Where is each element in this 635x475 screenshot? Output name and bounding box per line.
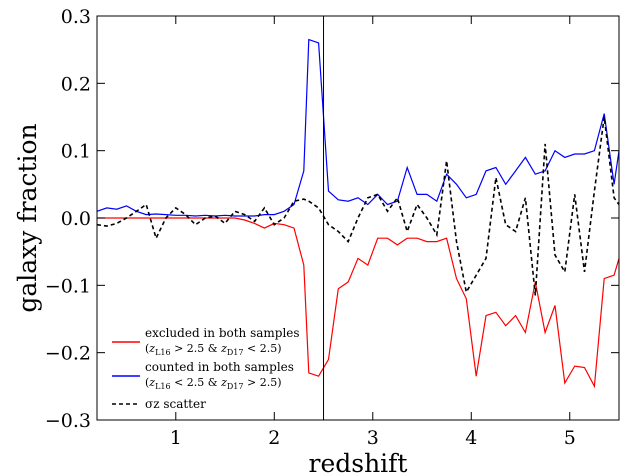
x-tick-label: 3 (367, 427, 379, 449)
y-tick-label: 0.1 (61, 141, 91, 163)
x-tick-label: 4 (465, 427, 477, 449)
x-tick-label: 2 (268, 427, 280, 449)
y-tick-label: −0.1 (45, 275, 91, 297)
series-line-1 (96, 38, 620, 217)
legend-sublabel-excluded: (zL16 > 2.5 & zD17 < 2.5) (145, 342, 281, 357)
legend-label-excluded: excluded in both samples (145, 326, 300, 340)
series-line-0 (97, 217, 620, 389)
series-layer (96, 38, 620, 389)
y-tick-label: −0.3 (45, 410, 91, 432)
x-tick-label: 1 (170, 427, 182, 449)
ticks-layer (97, 15, 619, 421)
y-tick-label: −0.2 (45, 343, 91, 365)
x-tick-label: 5 (564, 427, 576, 449)
legend-sublabel-counted: (zL16 < 2.5 & zD17 > 2.5) (145, 376, 281, 391)
tick-labels: 1 2 3 4 5 0.3 0.2 0.1 0.0 −0.1 −0.2 −0.3 (45, 6, 576, 449)
y-axis-label: galaxy fraction (13, 123, 42, 312)
legend-label-counted: counted in both samples (145, 360, 294, 374)
x-axis-label: redshift (309, 449, 408, 475)
y-tick-label: 0.3 (61, 6, 91, 28)
legend: excluded in both samples (zL16 > 2.5 & z… (112, 326, 300, 411)
y-tick-label: 0.2 (61, 73, 91, 95)
legend-label-scatter: σz scatter (145, 397, 206, 411)
y-tick-label: 0.0 (61, 208, 91, 230)
series-line-2 (96, 116, 620, 296)
